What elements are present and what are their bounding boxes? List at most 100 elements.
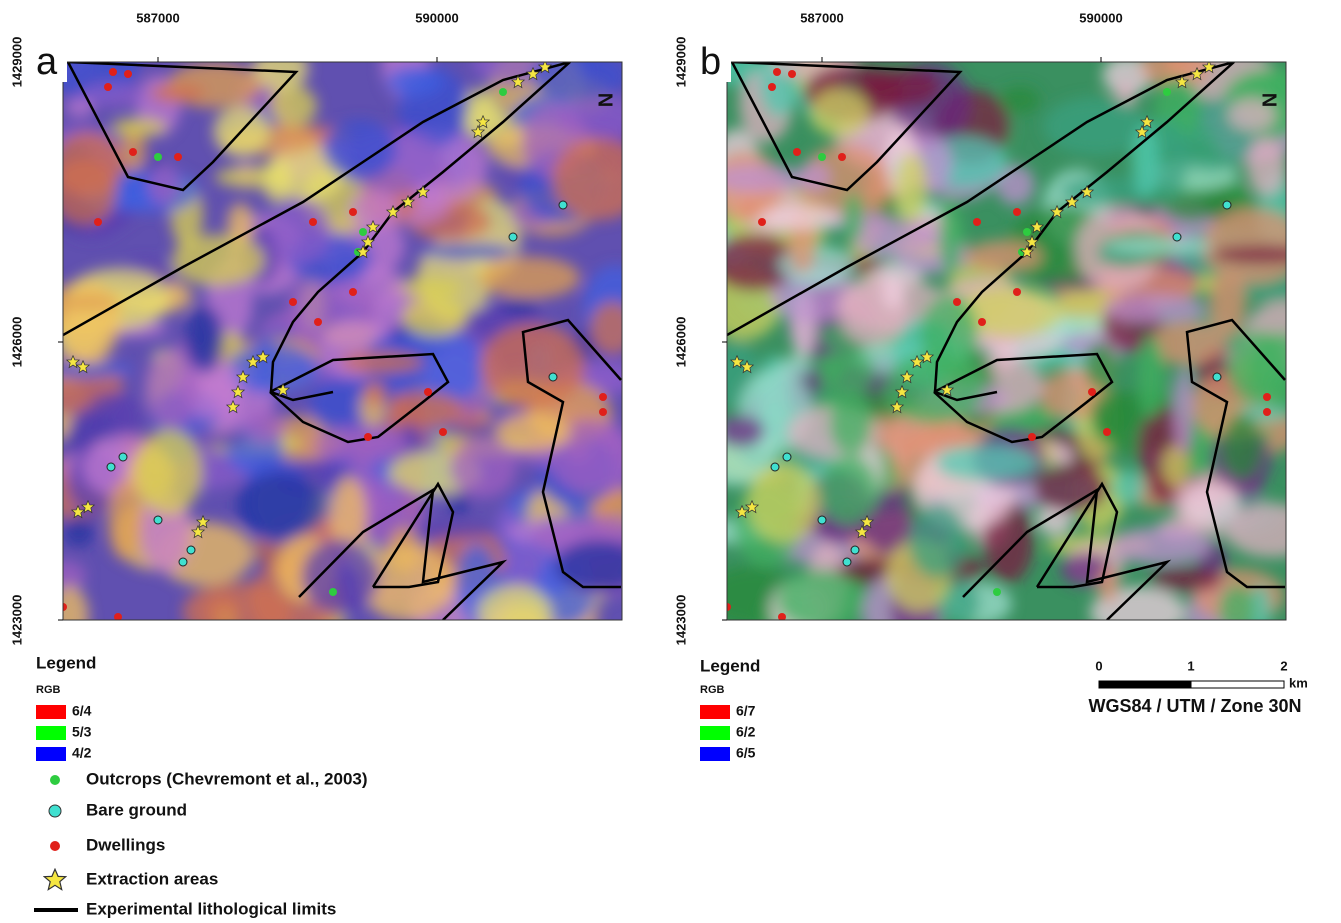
dwelling bbox=[793, 148, 801, 156]
bare-ground bbox=[771, 463, 779, 471]
page: Lithological map panels {"panels": [ {"l… bbox=[0, 0, 1341, 923]
x-tick-label: 590000 bbox=[1079, 10, 1122, 25]
image-blob bbox=[60, 280, 120, 364]
outcrop-icon bbox=[50, 775, 60, 785]
band-swatch bbox=[700, 747, 730, 761]
outcrop bbox=[329, 588, 337, 596]
crs-label: WGS84 / UTM / Zone 30N bbox=[1088, 696, 1301, 716]
dwelling bbox=[1263, 408, 1271, 416]
bare-ground bbox=[509, 233, 517, 241]
image-blob bbox=[935, 445, 1038, 482]
image-blob bbox=[421, 243, 518, 260]
image-blob bbox=[819, 455, 878, 525]
band-label: 6/4 bbox=[72, 703, 92, 719]
image-blob bbox=[1150, 567, 1222, 593]
bare-ground bbox=[559, 201, 567, 209]
image-blob bbox=[150, 83, 205, 103]
dwelling bbox=[129, 148, 137, 156]
dwelling bbox=[439, 428, 447, 436]
image-blob bbox=[1090, 390, 1135, 437]
image-blob bbox=[842, 192, 863, 241]
image-blob bbox=[480, 323, 585, 407]
north-arrow: N bbox=[1258, 93, 1280, 107]
dwelling bbox=[758, 218, 766, 226]
image-blob bbox=[203, 593, 241, 627]
image-blob bbox=[186, 431, 248, 447]
dwelling bbox=[1103, 428, 1111, 436]
scale-tick: 1 bbox=[1187, 658, 1194, 673]
symbol-label: Extraction areas bbox=[86, 869, 218, 888]
dwelling bbox=[1263, 393, 1271, 401]
image-blob bbox=[1218, 585, 1254, 635]
image-blob bbox=[1173, 369, 1194, 454]
bare-ground bbox=[549, 373, 557, 381]
image-blob bbox=[818, 348, 875, 395]
image-blob bbox=[1102, 295, 1206, 323]
band-swatch bbox=[700, 705, 730, 719]
dwelling-icon bbox=[50, 841, 60, 851]
bare-ground bbox=[179, 558, 187, 566]
bare-ground bbox=[1213, 373, 1221, 381]
bare-ground bbox=[1223, 201, 1231, 209]
outcrop bbox=[154, 153, 162, 161]
band-label: 4/2 bbox=[72, 745, 92, 761]
outcrop bbox=[1163, 88, 1171, 96]
dwelling bbox=[838, 153, 846, 161]
image-blob bbox=[51, 157, 116, 225]
image-blob bbox=[386, 66, 444, 97]
dwelling bbox=[289, 298, 297, 306]
bare-ground-icon bbox=[49, 805, 61, 817]
image-blob bbox=[797, 162, 830, 191]
image-blob bbox=[1221, 415, 1262, 481]
image-blob bbox=[1110, 527, 1212, 565]
north-arrow: N bbox=[594, 93, 616, 107]
bare-ground bbox=[154, 516, 162, 524]
dwelling bbox=[309, 218, 317, 226]
symbol-label: Experimental lithological limits bbox=[86, 899, 336, 918]
band-swatch bbox=[36, 747, 66, 761]
band-swatch bbox=[700, 726, 730, 740]
image-blob bbox=[1112, 469, 1145, 505]
image-blob bbox=[711, 164, 805, 192]
legend-title: Legend bbox=[36, 653, 96, 672]
y-tick-label: 1429000 bbox=[9, 37, 24, 88]
x-tick-label: 590000 bbox=[415, 10, 458, 25]
image-blob bbox=[1103, 238, 1212, 254]
dwelling bbox=[424, 388, 432, 396]
image-blob bbox=[108, 480, 141, 560]
dwelling bbox=[124, 70, 132, 78]
dwelling bbox=[314, 318, 322, 326]
outcrop bbox=[818, 153, 826, 161]
legend-title: Legend bbox=[700, 656, 760, 675]
dwelling bbox=[349, 208, 357, 216]
band-label: 6/7 bbox=[736, 703, 756, 719]
satellite-image bbox=[16, 24, 651, 650]
image-blob bbox=[172, 234, 265, 286]
dwelling bbox=[599, 393, 607, 401]
image-blob bbox=[938, 196, 962, 277]
image-blob bbox=[909, 504, 967, 579]
y-tick-label: 1426000 bbox=[9, 317, 24, 368]
scale-bar-segment bbox=[1191, 681, 1284, 688]
legend-subtitle: RGB bbox=[36, 684, 61, 696]
image-blob bbox=[315, 425, 410, 463]
image-blob bbox=[323, 119, 397, 179]
outcrop bbox=[499, 88, 507, 96]
image-blob bbox=[778, 245, 854, 284]
band-label: 5/3 bbox=[72, 724, 92, 740]
symbol-label: Dwellings bbox=[86, 835, 165, 854]
scale-tick: 2 bbox=[1280, 658, 1287, 673]
y-tick-label: 1423000 bbox=[9, 595, 24, 646]
y-tick-label: 1423000 bbox=[673, 595, 688, 646]
image-blob bbox=[1226, 503, 1319, 557]
map-panel: 587000590000142900014260001423000bNLegen… bbox=[673, 10, 1336, 761]
image-blob bbox=[402, 297, 467, 337]
image-blob bbox=[450, 437, 516, 498]
image-blob bbox=[830, 389, 873, 456]
image-blob bbox=[253, 46, 309, 91]
body: Outcrops (Chevremont et al., 2003) Bare … bbox=[0, 0, 1341, 923]
dwelling bbox=[364, 433, 372, 441]
scale-bar-segment bbox=[1099, 681, 1191, 688]
image-blob bbox=[778, 356, 811, 378]
